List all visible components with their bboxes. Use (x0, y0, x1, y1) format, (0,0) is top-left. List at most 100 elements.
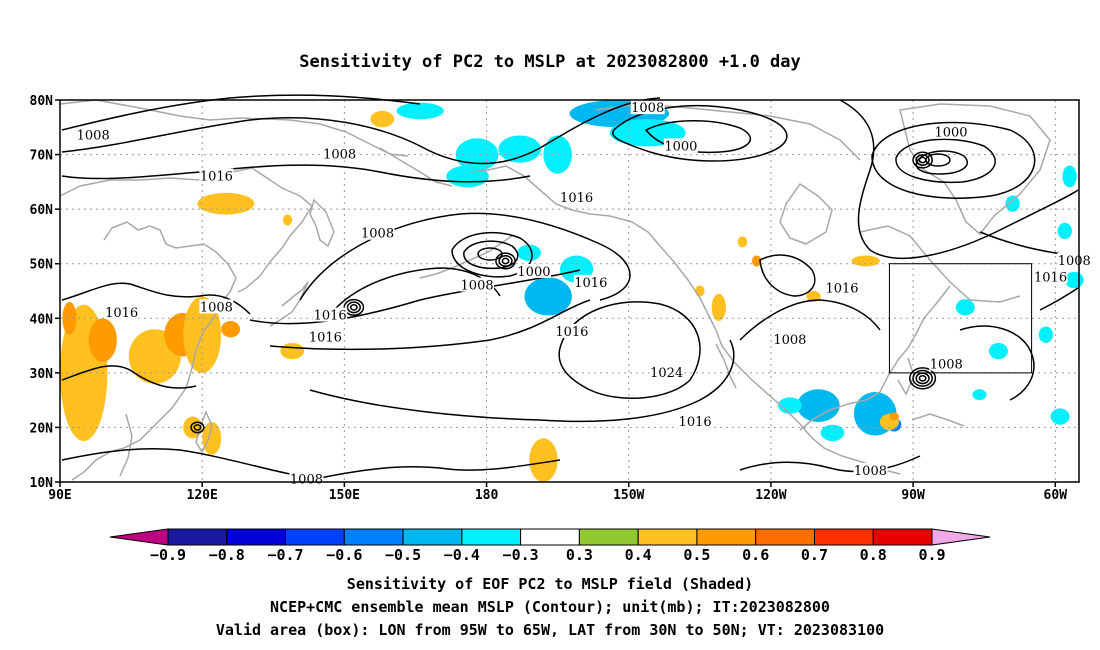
colorbar-label: −0.3 (503, 546, 539, 564)
contour-label: 1000 (934, 126, 967, 141)
sensitivity-patch (197, 192, 255, 215)
figure-title: Sensitivity of PC2 to MSLP at 2023082800… (299, 52, 801, 72)
contour-line (269, 299, 591, 351)
colorbar-label: −0.8 (209, 546, 245, 564)
contour-label-bg (1033, 269, 1068, 284)
contour-label: 1016 (200, 169, 233, 184)
sensitivity-patch (1062, 165, 1077, 188)
sensitivity-patch (202, 421, 222, 455)
contour-line (61, 97, 661, 165)
low-pressure-centers (190, 151, 937, 434)
colorbar-label: −0.6 (326, 546, 362, 564)
colorbar-label: 0.4 (625, 546, 652, 564)
contour-label: 1024 (650, 366, 683, 381)
contour-line (451, 231, 533, 278)
contour-label-bg (929, 356, 964, 371)
sensitivity-patch (889, 412, 899, 421)
sensitivity-patch (282, 214, 293, 226)
coast-gulf (799, 391, 881, 431)
contour-label: 1016 (825, 281, 858, 296)
contour-line (463, 240, 519, 270)
sensitivity-patch (543, 135, 572, 174)
contour-label: 1000 (664, 139, 697, 154)
contour-labels: 1008100810161008100010001016100810001008… (76, 100, 1092, 487)
lon-tick-label: 120E (187, 488, 218, 503)
sensitivity-patch (820, 424, 845, 442)
coast-florida (897, 357, 915, 396)
coast-kamchatka (309, 198, 335, 248)
contour-line (299, 212, 631, 301)
contour-line (895, 138, 996, 184)
contour-label: 1008 (930, 358, 963, 373)
contour-label: 1016 (555, 325, 588, 340)
colorbar-swatch (520, 528, 580, 546)
contour-label: 1008 (631, 101, 664, 116)
contour-line (61, 94, 421, 131)
contour-label-bg (663, 138, 698, 153)
sensitivity-patch (280, 342, 305, 360)
mslp-contours (61, 94, 1079, 479)
sensitivity-patch (498, 135, 542, 163)
lon-tick-label: 60W (1044, 488, 1068, 503)
low-center-ring (909, 367, 937, 390)
contour-label-bg (1057, 252, 1092, 267)
contour-label-bg (313, 307, 348, 322)
contour-label: 1008 (77, 128, 110, 143)
low-center-ring (501, 257, 510, 265)
contour-label: 1016 (574, 276, 607, 291)
low-center-ring (915, 154, 930, 166)
sensitivity-patch (62, 301, 77, 335)
contour-label-bg (853, 463, 888, 478)
contour-line (612, 105, 788, 162)
contour-label: 1016 (1034, 270, 1067, 285)
coast-alaska (469, 165, 661, 247)
contour-line (61, 164, 531, 183)
sensitivity-patch (221, 321, 241, 338)
lon-tick-label: 90W (901, 488, 925, 503)
colorbar-swatch (578, 528, 639, 546)
colorbar-swatch (167, 528, 228, 546)
sensitivity-patch (695, 285, 705, 297)
lat-tick-label: 80N (30, 94, 54, 109)
map-panel: 1008100810161008100010001016100810001008… (30, 94, 1092, 503)
contour-label: 1008 (361, 227, 394, 242)
sensitivity-patch (370, 110, 395, 128)
coast-hudson (779, 182, 833, 245)
contour-label-bg (199, 168, 234, 183)
contour-line (959, 325, 1035, 401)
contour-line (739, 455, 921, 473)
colorbar-swatch (637, 528, 698, 546)
lon-tick-label: 180 (475, 488, 499, 503)
colorbar-swatch (872, 528, 933, 546)
colorbar-swatch (109, 528, 169, 546)
contour-label: 1008 (461, 279, 494, 294)
colorbar-label: 0.3 (566, 546, 593, 564)
contour-line (61, 448, 291, 475)
footer-line-1: Sensitivity of EOF PC2 to MSLP field (Sh… (347, 575, 753, 593)
contour-label: 1016 (560, 191, 593, 206)
sensitivity-shading (60, 100, 1084, 482)
colorbar-swatch (461, 528, 522, 546)
contour-label: 1008 (290, 472, 323, 487)
coast-us-east (879, 285, 951, 393)
contour-line (61, 282, 251, 315)
contour-line (1039, 287, 1079, 311)
coast-indochina (119, 413, 133, 477)
sensitivity-patch (529, 438, 558, 482)
valid-area-box (888, 263, 1033, 374)
map-frame (59, 99, 1080, 483)
contour-label-bg (649, 364, 684, 379)
colorbar-swatch (402, 528, 463, 546)
low-center-ring (915, 372, 930, 385)
lat-tick-label: 30N (30, 367, 54, 382)
coast-asia-north (59, 167, 313, 293)
colorbar-label: −0.5 (385, 546, 421, 564)
coast-na-west (659, 245, 813, 439)
colorbar-swatch (696, 528, 757, 546)
contour-line (558, 301, 701, 399)
contour-line (309, 339, 735, 423)
contour-label-bg (104, 304, 139, 319)
lat-tick-label: 40N (30, 312, 54, 327)
contour-line (739, 299, 881, 341)
colorbar-label: 0.6 (742, 546, 769, 564)
